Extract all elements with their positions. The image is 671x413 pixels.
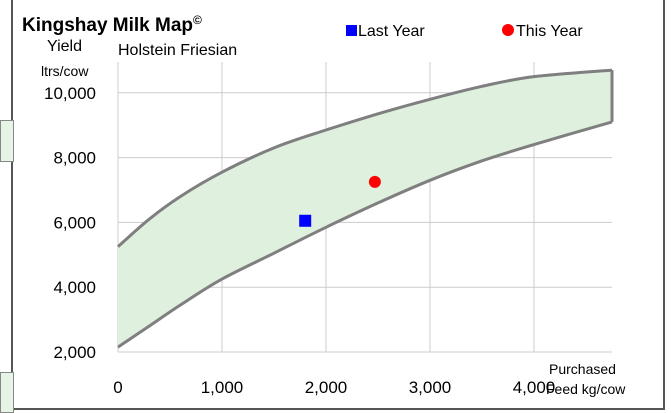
x-axis-label-line2: Feed kg/cow xyxy=(546,381,626,397)
y-axis-label-line2: ltrs/cow xyxy=(41,63,89,79)
legend-last-year-swatch xyxy=(346,25,357,36)
band-upper-line xyxy=(117,68,613,248)
legend-this-year-swatch xyxy=(502,24,514,36)
data-points xyxy=(299,175,381,227)
x-tick-label-3: 3,000 xyxy=(409,378,452,397)
y-axis-label-line1: Yield xyxy=(47,38,82,55)
y-tick-label-3: 8,000 xyxy=(53,149,96,168)
side-box-upper xyxy=(0,120,14,162)
x-tick-labels: 0 1,000 2,000 3,000 4,000 xyxy=(113,378,555,397)
legend-this-year-label: This Year xyxy=(516,23,583,40)
x-tick-label-1: 1,000 xyxy=(201,378,244,397)
y-tick-label-4: 10,000 xyxy=(44,84,96,103)
legend: Last Year This Year xyxy=(346,23,583,40)
y-tick-label-0: 2,000 xyxy=(53,343,96,362)
chart-title: Kingshay Milk Map© xyxy=(22,13,202,36)
x-tick-label-4: 4,000 xyxy=(513,378,556,397)
band-lower-line xyxy=(117,120,613,349)
chart-subtitle: Holstein Friesian xyxy=(118,42,237,59)
y-tick-label-1: 4,000 xyxy=(53,278,96,297)
y-tick-labels: 2,000 4,000 6,000 8,000 10,000 xyxy=(44,84,96,362)
legend-last-year-label: Last Year xyxy=(358,23,425,40)
x-tick-label-2: 2,000 xyxy=(305,378,348,397)
point-this-year-0 xyxy=(368,175,381,188)
y-tick-label-2: 6,000 xyxy=(53,213,96,232)
x-tick-label-0: 0 xyxy=(113,378,122,397)
x-axis-label-line1: Purchased xyxy=(549,361,616,377)
point-last-year-0 xyxy=(299,214,312,227)
